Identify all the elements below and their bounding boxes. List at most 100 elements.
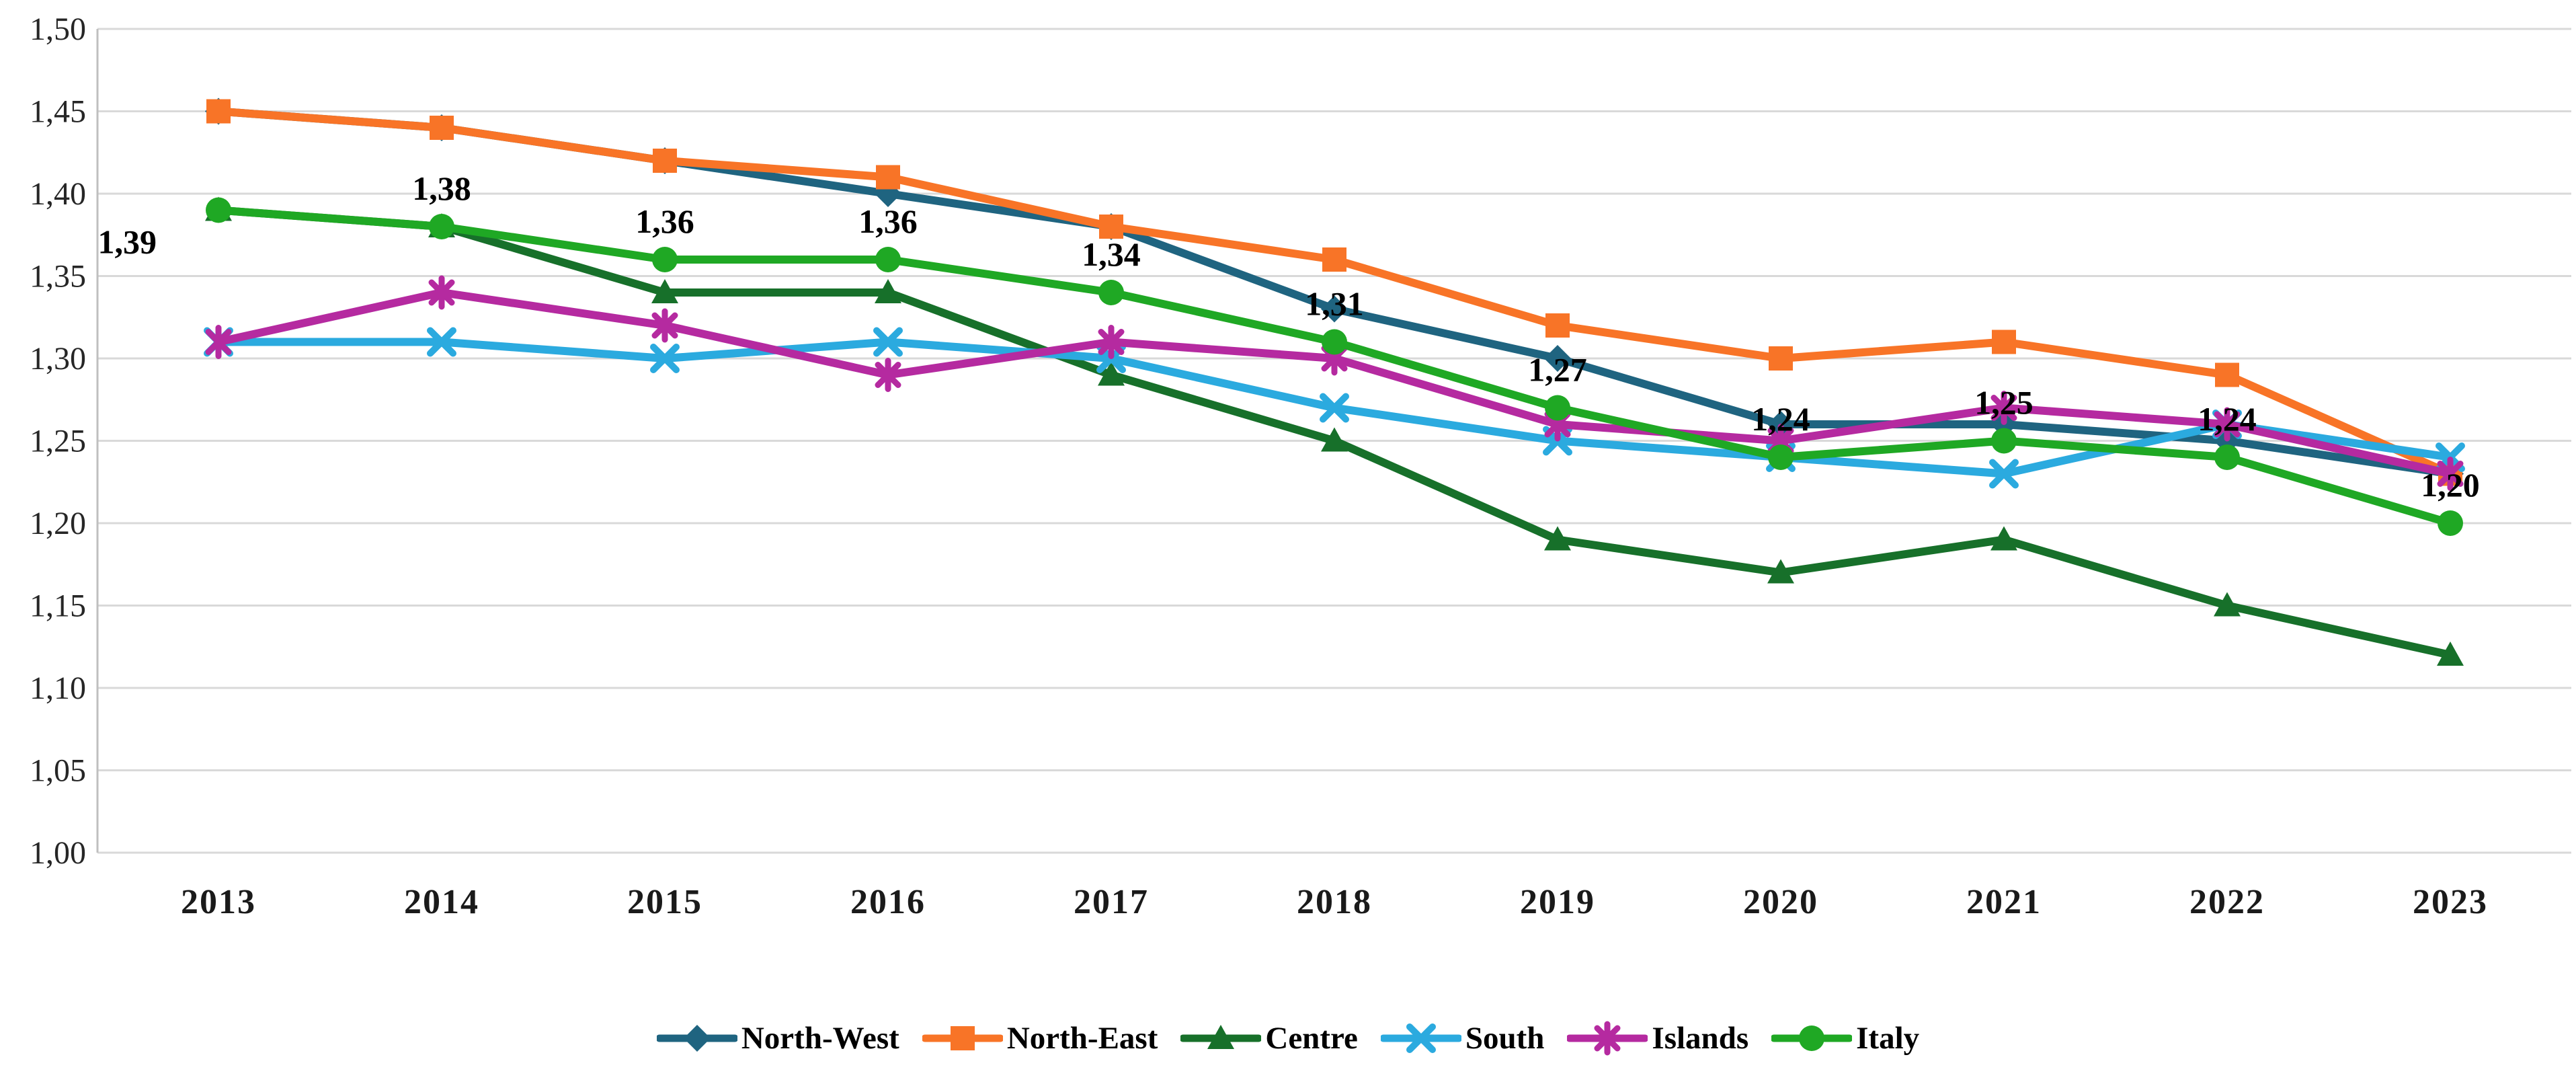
x-tick-label: 2015 (627, 883, 702, 921)
data-label: 1,31 (1305, 285, 1364, 323)
x-tick-label: 2017 (1074, 883, 1149, 921)
data-point-islands-2015 (651, 308, 678, 343)
data-label: 1,24 (2198, 400, 2257, 438)
legend-marker-triangle-icon (1180, 1025, 1262, 1049)
data-point-centre-2021 (1990, 526, 2017, 551)
data-point-centre-2020 (1767, 559, 1794, 584)
data-point-italy-2015 (652, 247, 678, 272)
data-point-islands-2021 (1990, 391, 2017, 425)
data-point-islands-2014 (428, 275, 455, 310)
legend-item-north-west: North-West (656, 1019, 899, 1057)
data-point-islands-2022 (2214, 407, 2241, 442)
data-point-north-west-2019 (1544, 345, 1571, 372)
legend-item-centre: Centre (1180, 1019, 1358, 1057)
x-tick-label: 2019 (1520, 883, 1595, 921)
y-tick-label: 1,45 (30, 94, 86, 130)
data-point-italy-2022 (2214, 444, 2240, 470)
y-tick-label: 1,10 (30, 670, 86, 706)
data-point-north-east-2015 (653, 149, 677, 173)
data-point-islands-2023 (2437, 457, 2464, 491)
x-axis-tick-labels: 2013 2014 2015 2016 2017 2018 2019 2020 2021 2022… (181, 883, 2488, 921)
y-tick-label: 1,05 (30, 753, 86, 789)
x-tick-label: 2022 (2189, 883, 2265, 921)
legend-label-centre: Centre (1265, 1021, 1358, 1056)
y-tick-label: 1,50 (30, 11, 86, 47)
data-label: 1,20 (2421, 466, 2480, 504)
data-point-centre-2018 (1321, 427, 1348, 452)
data-point-centre-2017 (1098, 361, 1125, 386)
data-point-north-east-2019 (1545, 313, 1570, 338)
data-point-south-2015 (650, 344, 680, 373)
y-tick-label: 1,15 (30, 588, 86, 624)
legend-marker-circle-icon (1771, 1025, 1853, 1051)
data-point-italy-2023 (2438, 510, 2463, 536)
series-italy (206, 197, 2463, 536)
data-point-italy-2016 (875, 247, 901, 272)
data-label: 1,38 (412, 169, 471, 207)
legend-label-north-east: North-East (1006, 1021, 1158, 1056)
x-tick-label: 2018 (1297, 883, 1372, 921)
data-label: 1,24 (1751, 400, 1810, 438)
legend-label-italy: Italy (1856, 1021, 1920, 1056)
series-north-east (206, 99, 2462, 486)
legend-marker-square-icon (922, 1026, 1003, 1050)
y-axis-tick-labels: 1,50 1,45 1,40 1,35 1,30 1,25 1,20 1,15 1,10 1,05… (30, 11, 86, 871)
data-point-islands-2016 (875, 358, 901, 392)
data-point-italy-2017 (1098, 280, 1124, 305)
data-point-north-east-2016 (876, 165, 900, 190)
data-point-south-2016 (873, 327, 903, 357)
data-point-centre-2022 (2214, 592, 2241, 617)
legend-item-south: South (1380, 1019, 1545, 1057)
data-point-islands-2017 (1098, 325, 1125, 359)
data-labels-italy: 1,39 1,38 1,36 1,36 1,34 1,31 1,27 1,24 1,25 1,24… (98, 169, 2480, 504)
legend-marker-diamond-icon (656, 1025, 737, 1052)
chart-legend: North-West North-East Centre South Islands It… (0, 1019, 2576, 1057)
data-point-north-east-2017 (1099, 215, 1123, 239)
y-tick-label: 1,20 (30, 506, 86, 541)
data-point-north-east-2021 (1992, 330, 2016, 354)
data-point-centre-2016 (875, 279, 901, 303)
data-label: 1,25 (1974, 384, 2034, 422)
data-label: 1,34 (1082, 235, 1141, 273)
data-label: 1,39 (98, 223, 157, 261)
data-point-north-east-2020 (1769, 346, 1793, 371)
data-point-south-2021 (1989, 459, 2019, 489)
y-tick-label: 1,30 (30, 341, 86, 377)
data-point-islands-2013 (205, 325, 232, 359)
x-tick-label: 2014 (404, 883, 479, 921)
y-tick-label: 1,00 (30, 835, 86, 871)
data-point-italy-2019 (1545, 395, 1570, 421)
data-point-north-east-2022 (2215, 362, 2239, 387)
legend-marker-x-icon (1380, 1023, 1461, 1053)
legend-label-islands: Islands (1652, 1021, 1749, 1056)
data-point-north-east-2018 (1322, 247, 1346, 272)
data-label: 1,36 (635, 202, 694, 240)
data-point-north-west-2018 (1321, 295, 1348, 323)
data-point-centre-2023 (2437, 642, 2464, 666)
data-point-italy-2021 (1991, 428, 2017, 454)
legend-marker-star-icon (1567, 1021, 1648, 1056)
data-point-north-east-2013 (206, 99, 231, 124)
x-tick-label: 2020 (1743, 883, 1818, 921)
data-point-italy-2014 (429, 214, 454, 239)
x-tick-label: 2016 (850, 883, 926, 921)
data-point-south-2018 (1320, 393, 1349, 423)
legend-item-italy: Italy (1771, 1019, 1919, 1057)
legend-label-south: South (1465, 1021, 1545, 1056)
data-point-north-east-2014 (430, 116, 454, 140)
data-point-south-2014 (427, 327, 456, 357)
legend-label-north-west: North-West (741, 1021, 899, 1056)
data-label: 1,36 (858, 202, 918, 240)
y-tick-label: 1,25 (30, 424, 86, 459)
legend-item-north-east: North-East (922, 1019, 1158, 1057)
data-point-centre-2019 (1544, 526, 1571, 551)
data-point-italy-2018 (1322, 329, 1347, 355)
x-tick-label: 2021 (1966, 883, 2042, 921)
y-tick-label: 1,35 (30, 259, 86, 295)
x-tick-label: 2013 (181, 883, 256, 921)
legend-item-islands: Islands (1567, 1019, 1748, 1057)
data-label: 1,27 (1528, 351, 1587, 389)
x-tick-label: 2023 (2413, 883, 2488, 921)
